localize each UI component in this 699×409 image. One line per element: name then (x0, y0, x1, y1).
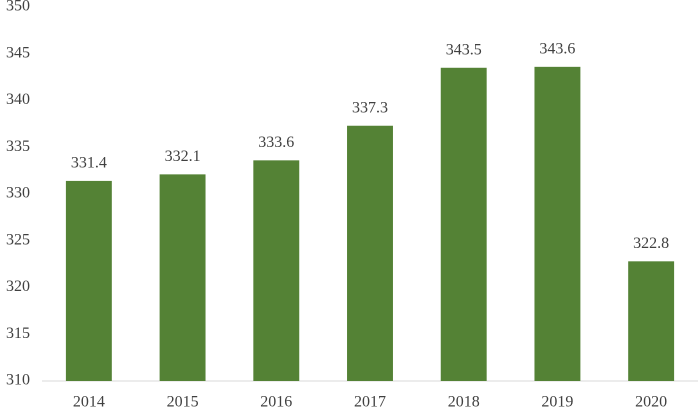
x-tick-label: 2015 (167, 394, 199, 409)
x-tick-label: 2014 (73, 394, 105, 409)
y-tick-label: 340 (6, 91, 30, 108)
bar (534, 66, 581, 381)
bar (159, 174, 206, 381)
data-label: 343.6 (539, 41, 575, 58)
x-tick-label: 2019 (541, 394, 573, 409)
bar (628, 261, 675, 381)
bar (347, 125, 393, 382)
data-label: 332.1 (165, 148, 201, 165)
bar (65, 180, 112, 381)
bar (440, 67, 487, 382)
x-tick-label: 2018 (448, 394, 480, 409)
data-label: 333.6 (258, 134, 294, 151)
data-label: 343.5 (446, 41, 482, 58)
data-label: 322.8 (633, 235, 669, 252)
y-tick-label: 335 (6, 138, 30, 155)
x-tick-label: 2020 (635, 394, 667, 409)
x-tick-label: 2016 (260, 394, 292, 409)
data-label: 337.3 (352, 99, 388, 116)
y-tick-label: 350 (6, 0, 30, 15)
y-tick-label: 345 (6, 44, 30, 61)
y-tick-label: 320 (6, 278, 30, 295)
x-tick-label: 2017 (354, 394, 386, 409)
data-label: 331.4 (71, 155, 107, 172)
y-tick-label: 315 (6, 325, 30, 342)
y-tick-label: 310 (6, 372, 30, 389)
bar (253, 160, 300, 381)
y-tick-label: 325 (6, 231, 30, 248)
y-tick-label: 330 (6, 185, 30, 202)
